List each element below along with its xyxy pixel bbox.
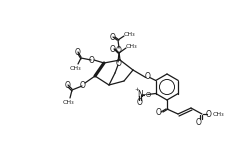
Text: O: O bbox=[137, 98, 143, 107]
Text: O: O bbox=[116, 59, 122, 67]
Text: N: N bbox=[137, 90, 143, 99]
Text: O: O bbox=[89, 55, 95, 65]
Text: O: O bbox=[116, 45, 122, 55]
Text: O: O bbox=[110, 45, 116, 53]
Text: CH₃: CH₃ bbox=[62, 99, 74, 105]
Text: O: O bbox=[206, 109, 212, 118]
Text: CH₃: CH₃ bbox=[212, 111, 224, 116]
Text: O: O bbox=[110, 32, 116, 41]
Text: CH₃: CH₃ bbox=[125, 43, 137, 49]
Text: O: O bbox=[75, 47, 81, 57]
Text: CH₃: CH₃ bbox=[69, 65, 81, 71]
Text: O: O bbox=[65, 81, 71, 89]
Text: +: + bbox=[134, 87, 139, 92]
Text: O: O bbox=[156, 107, 162, 116]
Text: CH₃: CH₃ bbox=[123, 32, 135, 36]
Text: −O: −O bbox=[140, 91, 151, 97]
Text: O: O bbox=[196, 118, 202, 126]
Text: O: O bbox=[145, 72, 151, 81]
Text: O: O bbox=[80, 81, 86, 89]
